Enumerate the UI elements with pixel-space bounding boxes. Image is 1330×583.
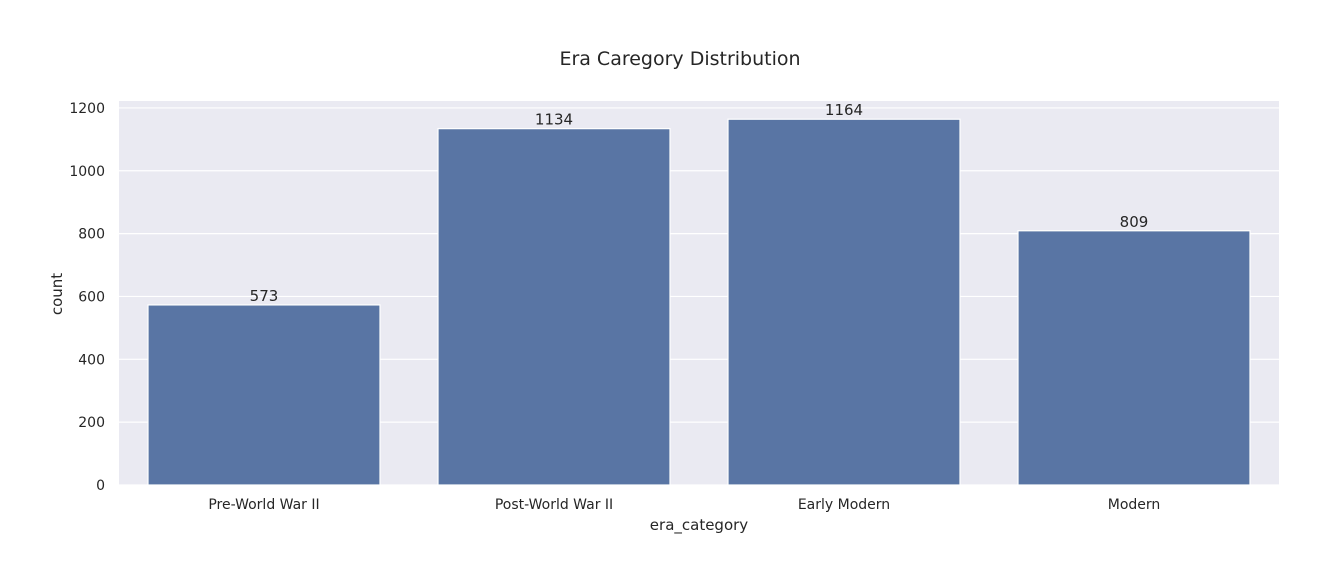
y-axis-label: count — [48, 273, 66, 315]
x-tick-label: Post-World War II — [495, 497, 613, 513]
bar-value-label: 1164 — [825, 101, 863, 119]
y-tick-label: 1000 — [69, 164, 105, 180]
y-tick-label: 600 — [78, 289, 105, 305]
data-labels: 573 1134 1164 809 — [250, 101, 1149, 305]
bar-0 — [147, 304, 381, 486]
bar-value-label: 573 — [250, 287, 279, 305]
bar-value-label: 1134 — [535, 111, 573, 129]
bar-1 — [437, 128, 671, 486]
y-tick-label: 0 — [96, 478, 105, 494]
y-axis-ticks: 0 200 400 600 800 1000 1200 — [69, 101, 105, 494]
bars — [147, 118, 1251, 486]
y-tick-label: 200 — [78, 415, 105, 431]
x-tick-label: Pre-World War II — [208, 497, 319, 513]
x-axis-label: era_category — [650, 516, 749, 535]
y-tick-label: 400 — [78, 352, 105, 368]
x-axis-ticks: Pre-World War II Post-World War II Early M… — [208, 497, 1160, 513]
bar-3 — [1017, 230, 1251, 486]
bar-2 — [727, 118, 961, 486]
x-tick-label: Early Modern — [798, 497, 890, 513]
y-tick-label: 1200 — [69, 101, 105, 117]
bar-value-label: 809 — [1120, 213, 1149, 231]
y-tick-label: 800 — [78, 227, 105, 243]
x-tick-label: Modern — [1108, 497, 1161, 513]
chart-title: Era Caregory Distribution — [559, 48, 800, 70]
